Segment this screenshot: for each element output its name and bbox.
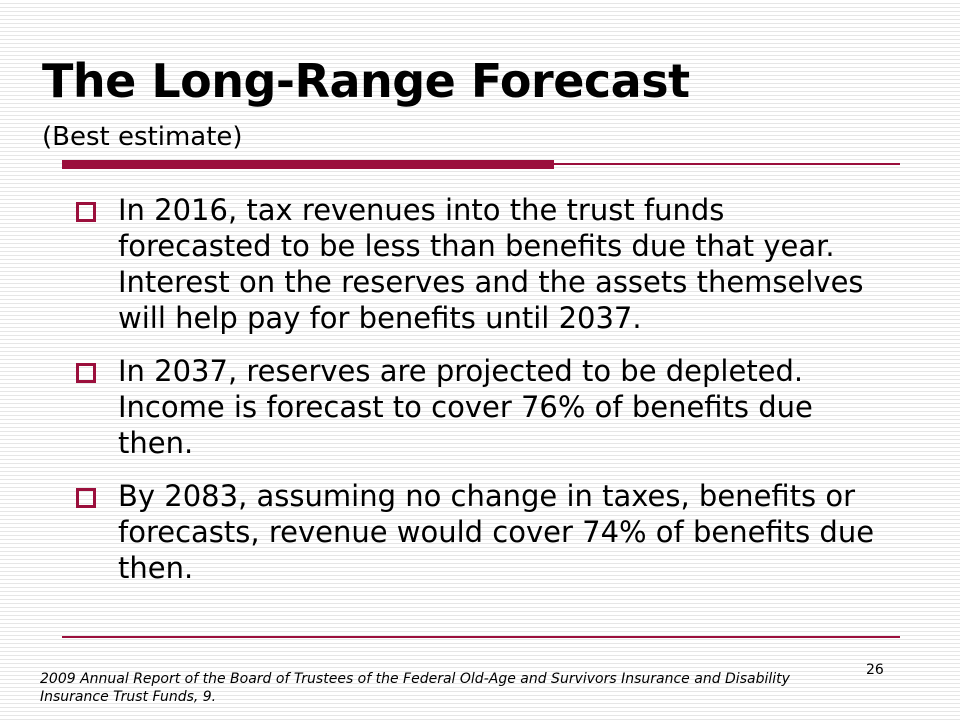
bullet-item: By 2083, assuming no change in taxes, be… <box>62 478 882 586</box>
title-underline-thick <box>62 160 554 169</box>
bullet-text: In 2037, reserves are projected to be de… <box>118 354 813 460</box>
hollow-square-bullet-icon <box>76 202 96 222</box>
bullet-item: In 2037, reserves are projected to be de… <box>62 353 882 461</box>
bullet-text: In 2016, tax revenues into the trust fun… <box>118 193 864 335</box>
slide-title: The Long-Range Forecast <box>42 54 690 108</box>
slide-subtitle: (Best estimate) <box>42 122 243 152</box>
hollow-square-bullet-icon <box>76 363 96 383</box>
bullet-item: In 2016, tax revenues into the trust fun… <box>62 192 882 336</box>
bullet-text: By 2083, assuming no change in taxes, be… <box>118 479 875 585</box>
hollow-square-bullet-icon <box>76 488 96 508</box>
source-footnote: 2009 Annual Report of the Board of Trust… <box>40 671 790 705</box>
page-number: 26 <box>866 662 884 678</box>
footer-divider <box>62 636 900 638</box>
bullet-list: In 2016, tax revenues into the trust fun… <box>62 192 882 603</box>
title-underline-thin <box>554 163 900 165</box>
